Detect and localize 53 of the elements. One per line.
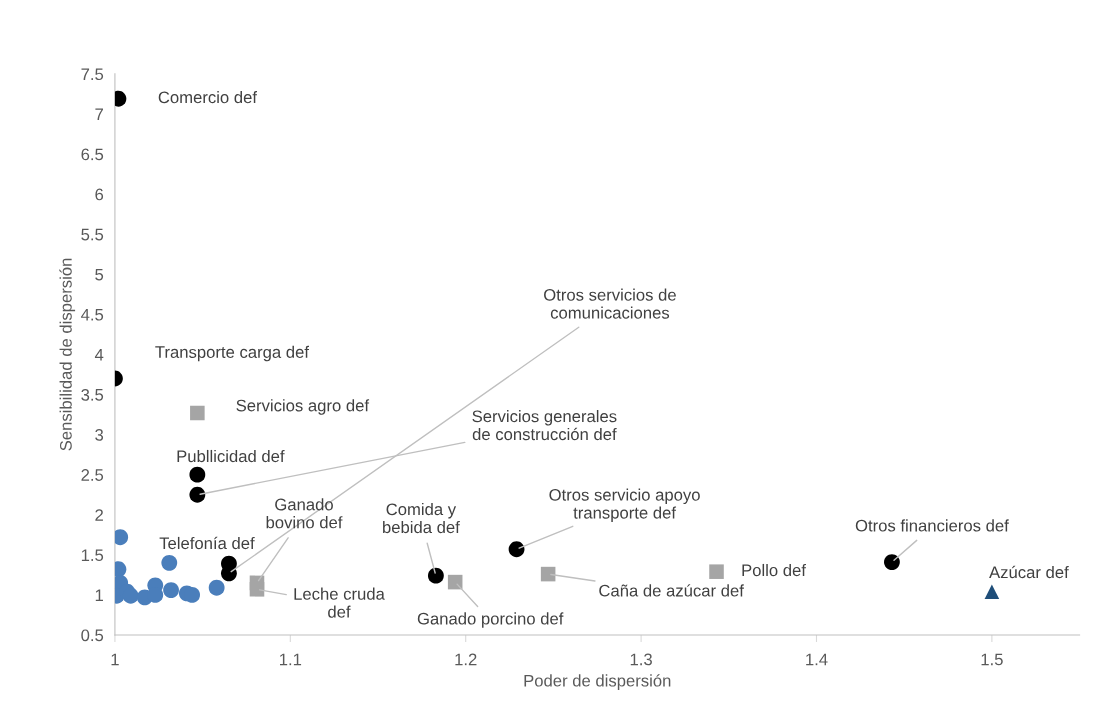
y-tick-label: 0.5	[81, 629, 104, 642]
y-tick-label: 2.5	[81, 469, 104, 481]
annotation: Otros servicio apoyo transporte def	[549, 488, 700, 522]
y-tick-label: 3.5	[81, 388, 104, 401]
point	[163, 582, 179, 599]
x-tick-label: 1.3	[630, 653, 652, 666]
point	[189, 466, 206, 483]
y-tick-label: 1.5	[81, 549, 104, 562]
annotation: Otros financieros def	[855, 519, 1009, 532]
y-tick-label: 4.5	[81, 308, 104, 321]
annotation: Leche cruda def	[294, 587, 385, 618]
annotation: Caña de azúcar def	[599, 584, 744, 597]
point	[208, 579, 225, 596]
annotation: Pollo def	[742, 563, 806, 577]
y-tick-label: 3	[95, 429, 104, 441]
point	[249, 582, 265, 597]
point	[190, 405, 205, 421]
annotation: Azúcar def	[989, 565, 1069, 579]
point	[161, 554, 178, 571]
y-tick-label: 4	[94, 349, 104, 361]
y-tick-label: 5.5	[81, 228, 104, 241]
annotation: Otros servicios de comunicaciones	[544, 288, 676, 319]
annotation: Transporte carga def	[155, 345, 309, 362]
annotation: Publlicidad def	[177, 449, 285, 463]
x-tick-label: 1.4	[806, 653, 828, 666]
x-tick-label: 1.5	[981, 653, 1003, 666]
point	[508, 541, 525, 558]
y-axis-title: Sensibilidad de dispersión	[59, 258, 76, 451]
point	[709, 564, 724, 579]
annotation: Comida y bebida def	[383, 502, 460, 534]
annotation: Telefonía def	[159, 536, 255, 550]
y-tick-label: 1	[95, 589, 103, 601]
y-tick-label: 6	[95, 188, 104, 201]
point	[122, 587, 139, 604]
point	[427, 567, 444, 584]
x-axis-title: Poder de dispersión	[524, 674, 671, 690]
y-tick-label: 6.5	[81, 148, 104, 161]
point	[114, 529, 129, 546]
annotation: Comercio def	[158, 91, 258, 104]
annotation: Ganado porcino def	[417, 612, 564, 628]
annotation: Ganado bovino def	[266, 498, 343, 529]
x-tick-label: 1.1	[280, 653, 302, 666]
x-tick-label: 1	[111, 653, 119, 666]
x-tick-label: 1.2	[455, 653, 477, 666]
annotation: Servicios agro def	[236, 399, 370, 415]
y-tick-label: 2	[95, 509, 103, 521]
point	[884, 554, 900, 570]
annotation: Servicios generales de construcción def	[472, 409, 617, 441]
y-tick-label: 5	[95, 268, 104, 281]
point	[984, 584, 1000, 600]
y-tick-label: 7.5	[81, 68, 104, 81]
point	[189, 486, 206, 503]
y-tick-label: 7	[95, 108, 103, 121]
